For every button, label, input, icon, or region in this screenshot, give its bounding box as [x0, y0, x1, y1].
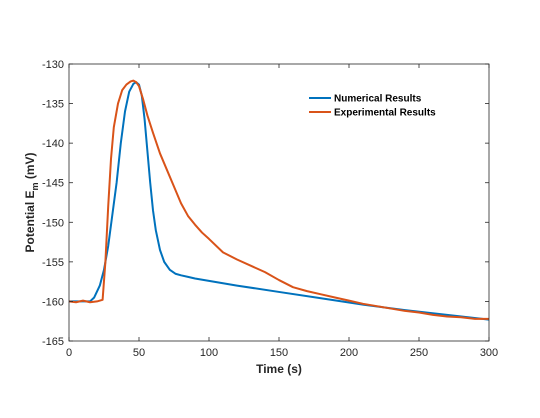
y-tick-label: -130 [42, 59, 64, 71]
legend-label-numerical: Numerical Results [334, 94, 422, 105]
series-layer [68, 79, 490, 321]
y-tick-label: -155 [42, 257, 64, 269]
x-axis-label: Time (s) [256, 362, 302, 376]
y-tick-label: -150 [42, 217, 64, 229]
y-axis-label-main: Potential E [23, 191, 37, 253]
x-tick-label: 50 [133, 347, 145, 359]
legend: Numerical Results Experimental Results [302, 87, 448, 123]
y-tick-label: -165 [42, 336, 64, 348]
y-axis-label: Potential Em (mV) [23, 152, 40, 252]
y-axis-label-subscript: m [30, 182, 40, 190]
legend-box [302, 87, 448, 123]
y-tick-label: -135 [42, 99, 64, 111]
x-tick-label: 300 [480, 347, 498, 359]
y-tick-label: -145 [42, 178, 64, 190]
y-tick-label: -160 [42, 296, 64, 308]
y-tick-label: -140 [42, 138, 64, 150]
x-tick-label: 200 [340, 347, 358, 359]
y-axis-label-unit: (mV) [23, 152, 37, 182]
y-ticks: -130 -135 -140 -145 -150 -155 -160 -165 [42, 59, 489, 348]
x-tick-label: 250 [410, 347, 428, 359]
legend-label-experimental: Experimental Results [334, 108, 436, 119]
x-tick-label: 150 [270, 347, 288, 359]
x-ticks: 0 50 100 150 200 250 300 [66, 64, 498, 359]
x-tick-label: 0 [66, 347, 72, 359]
series-line-experimental [68, 79, 489, 320]
x-tick-label: 100 [200, 347, 218, 359]
